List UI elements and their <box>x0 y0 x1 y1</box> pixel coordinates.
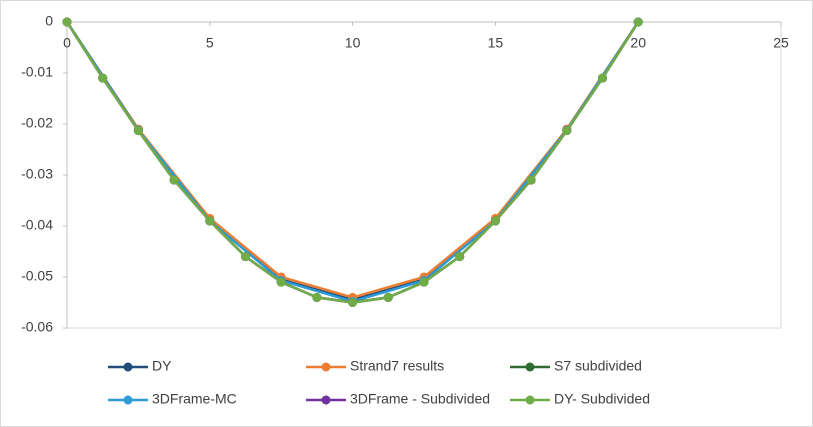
data-point <box>490 216 500 226</box>
data-point <box>598 73 607 83</box>
y-tick-label: -0.02 <box>21 115 53 131</box>
legend-marker <box>123 362 133 372</box>
data-point <box>241 252 250 262</box>
x-tick-label: 10 <box>345 35 361 51</box>
y-tick-label: -0.04 <box>21 217 53 233</box>
y-tick-label: -0.03 <box>21 166 53 182</box>
data-point <box>419 277 429 287</box>
data-point <box>348 298 358 307</box>
y-tick-label: -0.05 <box>21 268 53 284</box>
data-point <box>98 73 108 83</box>
x-tick-label: 5 <box>206 35 214 51</box>
legend-label: 3DFrame-MC <box>152 391 237 407</box>
data-point <box>62 17 72 27</box>
legend-marker <box>123 395 133 405</box>
data-point <box>312 292 322 302</box>
x-tick-label: 15 <box>488 35 504 51</box>
legend-marker <box>525 362 535 372</box>
data-point <box>562 126 572 136</box>
legend-marker <box>321 395 331 405</box>
data-point <box>133 126 143 136</box>
data-point <box>455 252 465 262</box>
x-tick-label: 25 <box>773 35 789 51</box>
legend-label: Strand7 results <box>350 358 444 374</box>
data-point <box>276 277 286 287</box>
y-tick-label: -0.01 <box>21 64 53 80</box>
x-tick-label: 20 <box>630 35 646 51</box>
legend-label: DY <box>152 358 172 374</box>
x-tick-label: 0 <box>63 35 71 51</box>
legend-label: S7 subdivided <box>554 358 642 374</box>
legend-label: 3DFrame - Subdivided <box>350 391 490 407</box>
data-point <box>526 175 536 185</box>
data-point <box>633 17 643 27</box>
legend-label: DY- Subdivided <box>554 391 650 407</box>
legend-marker <box>525 395 535 405</box>
data-point <box>383 292 393 302</box>
data-point <box>205 216 215 226</box>
legend-marker <box>321 362 331 372</box>
data-point <box>169 175 179 185</box>
y-tick-label: 0 <box>45 13 53 29</box>
y-tick-label: -0.06 <box>21 319 53 335</box>
